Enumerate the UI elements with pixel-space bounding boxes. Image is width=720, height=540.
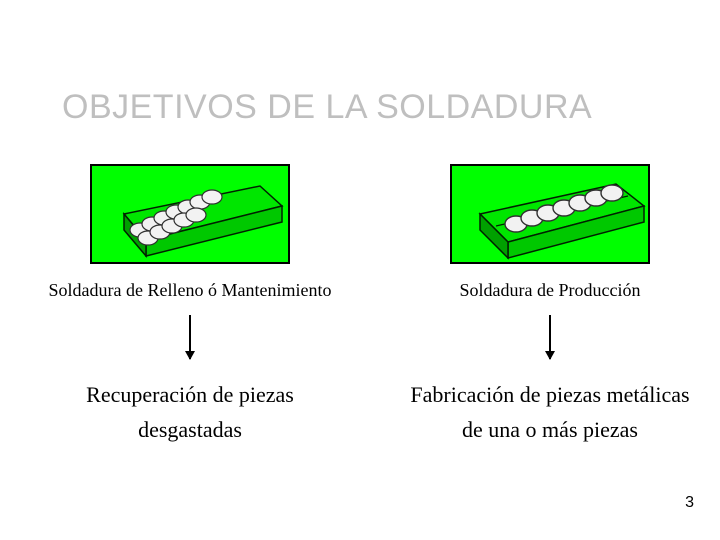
caption-produccion: Soldadura de Producción xyxy=(460,280,641,301)
page-number: 3 xyxy=(685,494,694,512)
caption-relleno: Soldadura de Relleno ó Mantenimiento xyxy=(49,280,332,301)
column-produccion: Soldadura de Producción Fabricación de p… xyxy=(380,164,720,447)
figure-relleno xyxy=(90,164,290,264)
result-line: Recuperación de piezas xyxy=(86,377,294,412)
arrow-icon xyxy=(549,315,551,359)
figure-produccion xyxy=(450,164,650,264)
arrow-icon xyxy=(189,315,191,359)
result-line: de una o más piezas xyxy=(410,412,689,447)
result-produccion: Fabricación de piezas metálicas de una o… xyxy=(410,377,689,447)
columns-container: Soldadura de Relleno ó Mantenimiento Rec… xyxy=(0,164,720,447)
column-relleno: Soldadura de Relleno ó Mantenimiento Rec… xyxy=(0,164,380,447)
result-line: desgastadas xyxy=(86,412,294,447)
result-line: Fabricación de piezas metálicas xyxy=(410,377,689,412)
page-title: OBJETIVOS DE LA SOLDADURA xyxy=(62,88,592,127)
result-relleno: Recuperación de piezas desgastadas xyxy=(86,377,294,447)
